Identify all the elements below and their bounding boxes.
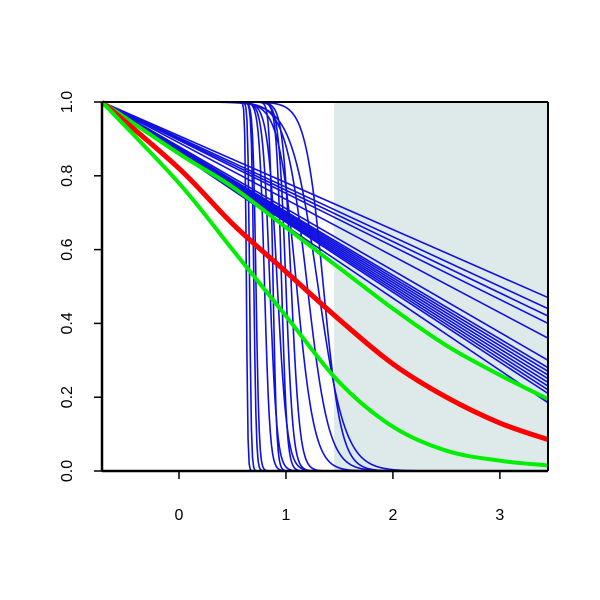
blue-series-line-18	[102, 101, 548, 325]
blue-series-line-19	[102, 101, 548, 339]
x-tick-label-2: 2	[388, 507, 397, 524]
axes-group: 0 1 2 3 0.0 0.2 0.4 0.6 0.8 1.0	[59, 91, 549, 524]
blue-series-line-15	[102, 101, 548, 299]
y-tick-label-0: 0.0	[59, 460, 76, 482]
y-tick-label-5: 1.0	[59, 91, 76, 113]
y-tick-label-3: 0.6	[59, 238, 76, 260]
y-tick-label-1: 0.2	[59, 386, 76, 408]
y-tick-label-4: 0.8	[59, 165, 76, 187]
x-tick-label-3: 3	[495, 507, 504, 524]
green-series-line-30	[102, 100, 548, 401]
x-tick-label-1: 1	[282, 507, 291, 524]
x-tick-label-0: 0	[175, 507, 184, 524]
y-tick-label-2: 0.4	[59, 312, 76, 334]
green-series-line-32	[102, 100, 548, 468]
red-series-line-31	[102, 100, 548, 442]
